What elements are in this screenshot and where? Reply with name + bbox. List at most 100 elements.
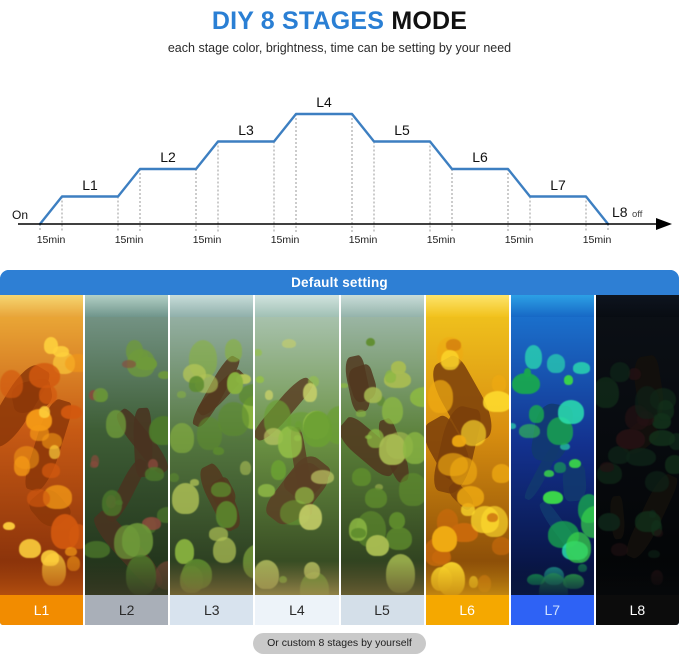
- plant-clump: [529, 405, 545, 423]
- chart-on-label: On: [12, 208, 29, 222]
- plant-clump: [157, 370, 169, 380]
- plant-clump: [42, 485, 73, 509]
- chart-svg: [18, 112, 672, 232]
- plant-clump: [122, 359, 136, 368]
- plant-clump: [147, 458, 158, 471]
- plant-clump: [138, 351, 149, 360]
- plant-clump: [294, 486, 315, 505]
- plant-clump: [89, 460, 99, 469]
- plant-clump: [49, 444, 61, 459]
- plant-clump: [382, 396, 403, 425]
- chart-guide-lines: [39, 114, 609, 232]
- stage-preview-tile[interactable]: [170, 295, 256, 595]
- stage-preview-tile[interactable]: [425, 295, 511, 595]
- plant-clump: [410, 386, 424, 408]
- plant-clump: [512, 373, 541, 395]
- plant-clump: [302, 382, 318, 403]
- plant-clump: [212, 447, 225, 456]
- stage-swatch-label[interactable]: L8: [595, 595, 679, 625]
- plant-clump: [648, 549, 661, 559]
- plant-clump: [28, 363, 60, 389]
- stage-swatch-label[interactable]: L4: [255, 595, 341, 625]
- plant-clump: [217, 401, 249, 437]
- plant-clump: [399, 473, 424, 506]
- plant-clump: [431, 526, 457, 553]
- stage-preview-tile[interactable]: [85, 295, 171, 595]
- plant-clump: [565, 531, 592, 564]
- stage-curve: [38, 112, 610, 226]
- stage-preview-tile[interactable]: [0, 295, 86, 595]
- plant-clump: [216, 501, 238, 529]
- substrate: [255, 561, 339, 595]
- default-setting-heading: Default setting: [0, 270, 679, 295]
- plant-clump: [114, 524, 140, 560]
- plant-clump: [61, 404, 83, 419]
- plant-clump: [101, 489, 123, 517]
- chart-tick-label: 15min: [582, 234, 612, 246]
- aquarium-scene-image: [0, 295, 84, 595]
- plant-clump: [644, 470, 669, 493]
- plant-clump: [365, 337, 375, 347]
- stage-preview-tile[interactable]: [255, 295, 341, 595]
- substrate: [425, 561, 509, 595]
- plant-clump: [441, 350, 459, 371]
- substrate: [0, 561, 84, 595]
- plant-clump: [510, 423, 517, 429]
- chart-tick-label: 15min: [426, 234, 456, 246]
- plant-clump: [39, 385, 58, 405]
- stage-swatch-label[interactable]: L3: [170, 595, 256, 625]
- plant-clump: [340, 382, 349, 389]
- plant-clump: [106, 410, 126, 438]
- plant-clump: [388, 511, 405, 530]
- plant-clump: [310, 469, 335, 484]
- plant-clump: [156, 507, 169, 523]
- plant-clump: [43, 337, 58, 354]
- aquarium-scene-image: [340, 295, 424, 595]
- plant-clump: [385, 370, 397, 384]
- stage-preview-tile[interactable]: [595, 295, 679, 595]
- plant-clump: [19, 538, 41, 558]
- aquarium-scene-image: [85, 295, 169, 595]
- plant-clump: [171, 482, 200, 514]
- plant-clump: [438, 453, 469, 477]
- plant-clump: [403, 431, 424, 464]
- aquarium-scene-image: [425, 295, 509, 595]
- stage-preview-tile[interactable]: [510, 295, 596, 595]
- plant-clump: [610, 362, 631, 383]
- plant-clump: [569, 459, 582, 469]
- substrate: [170, 561, 254, 595]
- plant-clump: [491, 464, 509, 483]
- substrate: [595, 561, 679, 595]
- plant-clump: [600, 462, 615, 472]
- stage-swatch-label[interactable]: L1: [0, 595, 86, 625]
- plant-clump: [144, 467, 164, 481]
- water-surface: [510, 295, 594, 317]
- plant-clump: [559, 443, 570, 451]
- plant-clump: [525, 345, 543, 369]
- stage-swatch-label[interactable]: L6: [425, 595, 511, 625]
- chart-off-label: off: [632, 209, 643, 220]
- plant-clump: [65, 546, 77, 556]
- plant-clump: [41, 463, 60, 478]
- water-surface: [85, 295, 169, 317]
- chart-tick-label: 15min: [270, 234, 300, 246]
- plant-clump: [85, 540, 110, 559]
- stage-preview-tile[interactable]: [340, 295, 426, 595]
- water-surface: [595, 295, 679, 317]
- stage-swatch-label[interactable]: L7: [510, 595, 596, 625]
- plant-clump: [170, 423, 194, 453]
- plant-clump: [356, 410, 366, 417]
- chart-stage-label: L5: [394, 121, 410, 138]
- stage-swatch-label[interactable]: L2: [85, 595, 171, 625]
- stage-swatch-label[interactable]: L5: [340, 595, 426, 625]
- substrate: [510, 561, 594, 595]
- custom-stages-note: Or custom 8 stages by yourself: [253, 633, 426, 654]
- plant-clump: [176, 391, 187, 398]
- default-setting-panel: Default setting L1 L2 L3 L4 L5 L6 L7 L8: [0, 270, 679, 625]
- plant-clump: [299, 503, 322, 530]
- chart-stage-label: L1: [82, 176, 98, 193]
- plant-clump: [457, 486, 485, 507]
- chart-stage-label: L3: [238, 121, 254, 138]
- substrate: [340, 561, 424, 595]
- chart-stage-label: L2: [160, 149, 176, 165]
